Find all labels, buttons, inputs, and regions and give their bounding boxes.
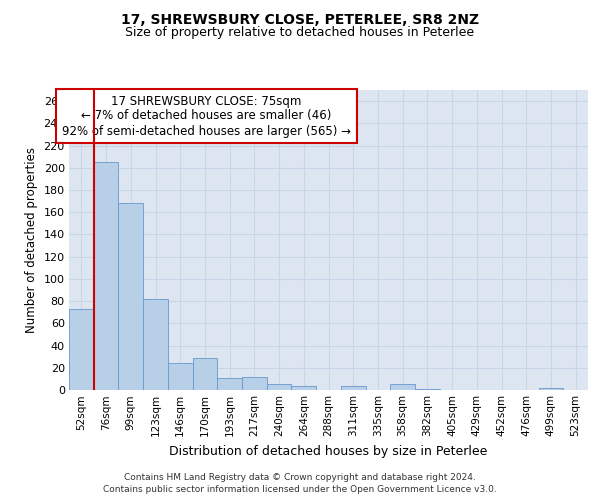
Bar (118, 204, 143, 390)
Bar (390, 384, 415, 390)
Bar (539, 388, 563, 390)
Bar (94, 162, 118, 390)
Bar (341, 386, 365, 390)
Text: 17, SHREWSBURY CLOSE, PETERLEE, SR8 2NZ: 17, SHREWSBURY CLOSE, PETERLEE, SR8 2NZ (121, 12, 479, 26)
Bar (267, 384, 292, 390)
Bar (242, 376, 267, 390)
Bar (69, 309, 94, 390)
Bar (143, 299, 168, 390)
Bar (168, 364, 193, 390)
Text: Contains HM Land Registry data © Crown copyright and database right 2024.
Contai: Contains HM Land Registry data © Crown c… (103, 472, 497, 494)
Y-axis label: Number of detached properties: Number of detached properties (25, 147, 38, 333)
Text: 17 SHREWSBURY CLOSE: 75sqm
← 7% of detached houses are smaller (46)
92% of semi-: 17 SHREWSBURY CLOSE: 75sqm ← 7% of detac… (62, 94, 351, 138)
Bar (193, 358, 217, 390)
Bar (415, 389, 440, 390)
Bar (217, 378, 242, 390)
Text: Size of property relative to detached houses in Peterlee: Size of property relative to detached ho… (125, 26, 475, 39)
Bar (292, 386, 316, 390)
X-axis label: Distribution of detached houses by size in Peterlee: Distribution of detached houses by size … (169, 444, 488, 458)
